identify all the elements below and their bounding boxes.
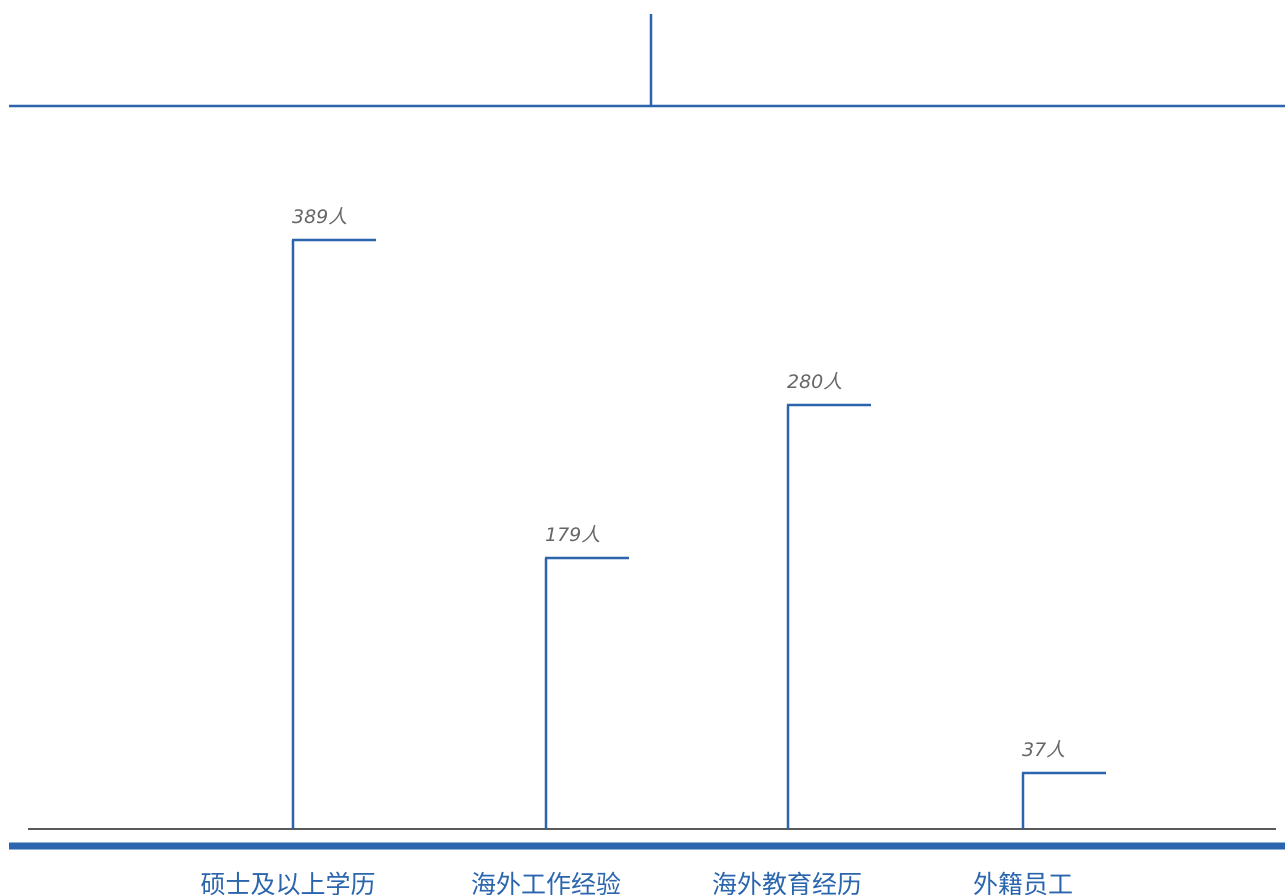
category-label-0: 硕士及以上学历 <box>200 870 375 895</box>
value-label-0: 389人 <box>292 206 347 228</box>
value-label-2: 280人 <box>787 371 842 393</box>
category-label-1: 海外工作经验 <box>471 870 621 895</box>
value-label-3: 37人 <box>1022 739 1065 761</box>
value-label-1: 179人 <box>545 524 600 546</box>
category-label-2: 海外教育经历 <box>712 870 862 895</box>
chart-marks <box>291 238 1106 829</box>
category-label-3: 外籍员工 <box>973 870 1073 895</box>
